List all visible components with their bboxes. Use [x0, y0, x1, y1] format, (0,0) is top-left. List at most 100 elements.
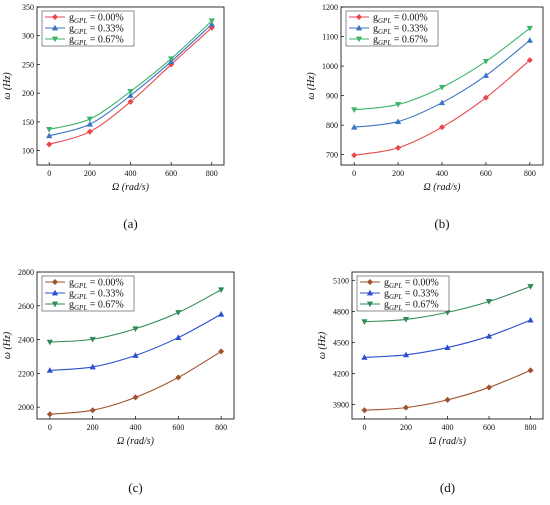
x-axis-label: Ω (rad/s) [112, 182, 150, 193]
y-tick-label: 4500 [333, 338, 349, 347]
legend-label: gGPL = 0.33% [384, 289, 439, 302]
y-axis-label: ω (Hz) [2, 331, 13, 359]
legend-swatch-marker [51, 36, 59, 43]
x-tick-label: 800 [525, 423, 537, 432]
series [351, 37, 533, 130]
x-tick-label: 0 [362, 423, 366, 432]
x-tick-label: 800 [215, 423, 227, 432]
data-point [444, 396, 451, 403]
data-point [361, 354, 368, 360]
y-tick-label: 700 [326, 151, 338, 160]
x-tick-label: 0 [48, 423, 52, 432]
data-point [402, 317, 410, 323]
data-point [438, 124, 446, 131]
x-axis-label: Ω (rad/s) [424, 182, 462, 193]
series [46, 311, 225, 373]
data-point [218, 287, 225, 293]
y-tick-label: 350 [22, 3, 34, 12]
y-tick-label: 900 [326, 92, 338, 101]
legend-label: gGPL = 0.67% [384, 300, 439, 313]
series [351, 57, 533, 159]
data-point [394, 118, 402, 124]
data-point [444, 344, 451, 350]
x-tick-label: 600 [483, 423, 495, 432]
data-point [527, 284, 534, 290]
y-tick-label: 4200 [333, 369, 349, 378]
series-line [364, 369, 531, 411]
y-tick-label: 1000 [322, 62, 338, 71]
data-point [132, 352, 139, 358]
data-point [482, 94, 489, 101]
x-tick-label: 400 [436, 169, 448, 178]
legend-label: gGPL = 0.67% [373, 35, 428, 48]
x-tick-label: 400 [125, 169, 137, 178]
y-tick-label: 4800 [333, 307, 349, 316]
data-point [361, 407, 368, 414]
legend-label: gGPL = 0.33% [69, 289, 124, 302]
panel-label: (d) [440, 480, 455, 495]
x-tick-label: 800 [524, 169, 536, 178]
data-point [526, 57, 533, 64]
legend-swatch-marker [366, 278, 374, 286]
data-point [46, 141, 53, 148]
x-axis-label: Ω (rad/s) [429, 436, 467, 447]
data-point [351, 152, 358, 159]
x-tick-label: 800 [206, 169, 218, 178]
series-line [364, 319, 531, 358]
data-point [46, 339, 53, 346]
legend-label: gGPL = 0.33% [69, 24, 124, 37]
y-axis-label: ω (Hz) [306, 72, 317, 100]
series [46, 21, 215, 139]
data-point [485, 299, 493, 305]
y-tick-label: 1200 [322, 3, 338, 12]
legend-label: gGPL = 0.00% [69, 278, 124, 291]
data-point [89, 407, 96, 414]
data-point [526, 25, 533, 32]
data-point [482, 58, 490, 65]
data-point [86, 128, 93, 135]
data-point [46, 367, 53, 373]
data-point [168, 56, 175, 62]
x-tick-label: 200 [400, 423, 412, 432]
data-point [127, 92, 134, 98]
series [46, 348, 225, 418]
data-point [438, 84, 446, 91]
x-tick-label: 600 [165, 169, 177, 178]
series [46, 24, 215, 148]
data-point [485, 384, 493, 391]
data-point [218, 311, 225, 317]
legend-swatch-marker [355, 13, 363, 21]
series [361, 316, 534, 360]
legend-swatch-marker [51, 278, 59, 286]
legend-swatch-marker [355, 36, 363, 43]
data-point [175, 374, 182, 381]
legend-label: gGPL = 0.33% [373, 24, 428, 37]
data-point [402, 351, 410, 358]
data-point [485, 332, 493, 339]
data-point [127, 89, 134, 95]
y-tick-label: 800 [326, 121, 338, 130]
legend: gGPL = 0.00%gGPL = 0.33%gGPL = 0.67% [41, 275, 135, 313]
data-point [89, 336, 96, 343]
y-tick-label: 300 [22, 32, 34, 41]
data-point [127, 98, 134, 105]
x-tick-label: 400 [442, 423, 454, 432]
legend-swatch-marker [51, 13, 59, 21]
x-tick-label: 0 [47, 169, 51, 178]
legend: gGPL = 0.00%gGPL = 0.33%gGPL = 0.67% [41, 10, 135, 47]
series [351, 25, 533, 113]
data-point [86, 120, 93, 127]
y-tick-label: 5100 [333, 276, 349, 285]
x-tick-label: 600 [172, 423, 184, 432]
legend-label: gGPL = 0.00% [69, 13, 124, 26]
data-point [482, 72, 490, 78]
x-tick-label: 600 [480, 169, 492, 178]
data-point [175, 334, 182, 340]
x-tick-label: 200 [84, 169, 96, 178]
legend-label: gGPL = 0.67% [69, 300, 124, 313]
chart-panel: 0 200 400 600 800 100 150 200 250 300 350 Ω (rad/s)… [2, 3, 225, 231]
y-tick-label: 150 [22, 118, 34, 127]
legend: gGPL = 0.00%gGPL = 0.33%gGPL = 0.67% [345, 10, 439, 48]
data-point [527, 367, 534, 374]
data-point [132, 394, 139, 401]
